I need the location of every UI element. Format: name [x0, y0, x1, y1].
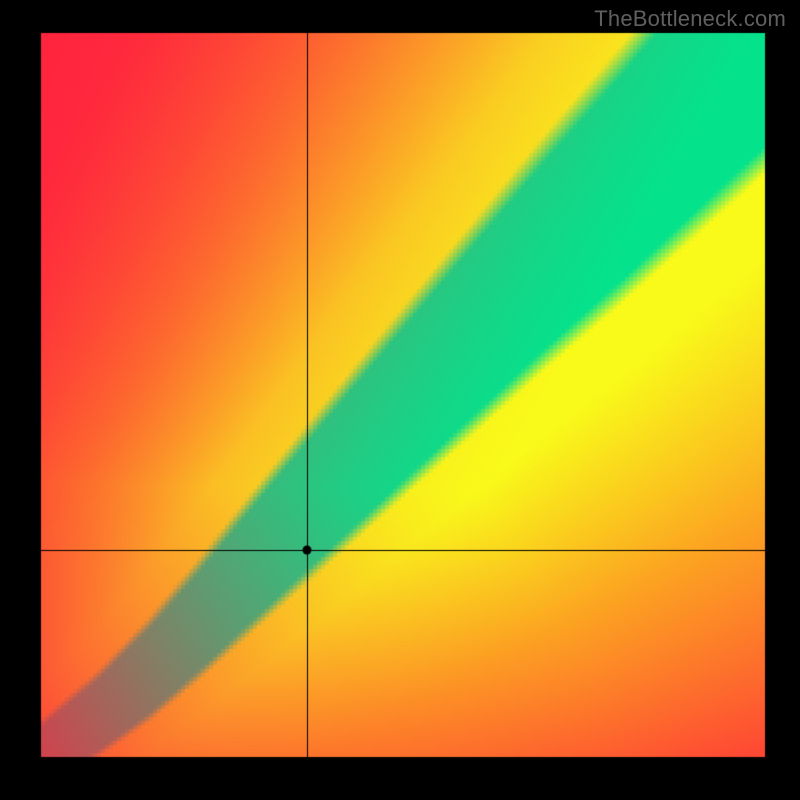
- chart-container: TheBottleneck.com: [0, 0, 800, 800]
- watermark-text: TheBottleneck.com: [594, 6, 786, 32]
- bottleneck-heatmap: [0, 0, 800, 800]
